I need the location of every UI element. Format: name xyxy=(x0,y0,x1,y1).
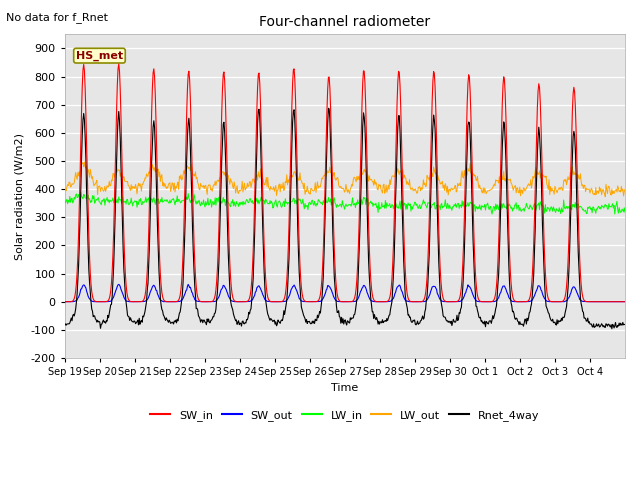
Text: No data for f_Rnet: No data for f_Rnet xyxy=(6,12,108,23)
Legend: SW_in, SW_out, LW_in, LW_out, Rnet_4way: SW_in, SW_out, LW_in, LW_out, Rnet_4way xyxy=(145,406,544,425)
Title: Four-channel radiometer: Four-channel radiometer xyxy=(259,15,431,29)
X-axis label: Time: Time xyxy=(332,383,358,393)
Text: HS_met: HS_met xyxy=(76,50,123,61)
Y-axis label: Solar radiation (W/m2): Solar radiation (W/m2) xyxy=(15,132,25,260)
